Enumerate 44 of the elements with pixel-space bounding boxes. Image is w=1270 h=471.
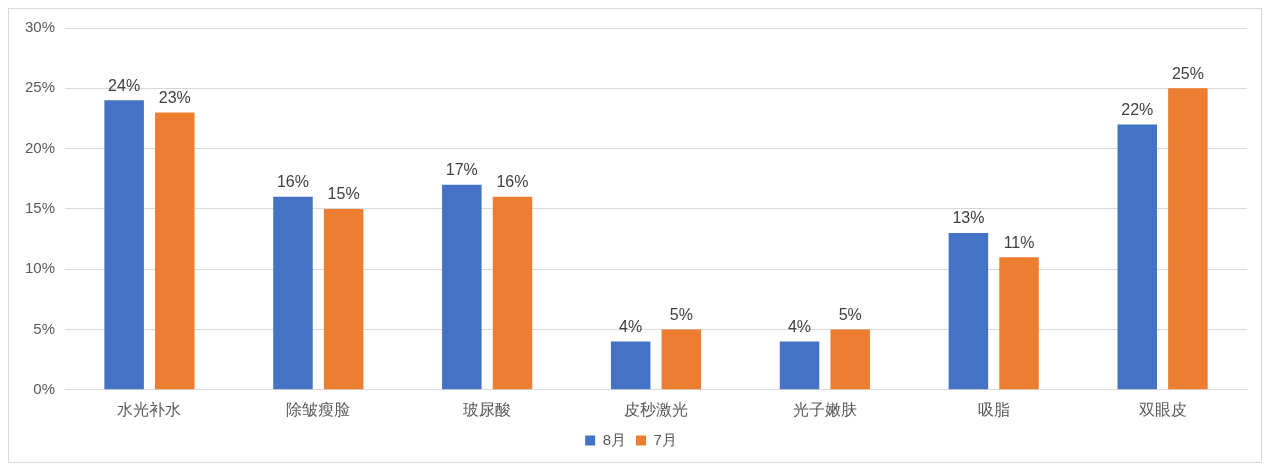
bar [104, 100, 144, 390]
data-label: 16% [276, 173, 309, 191]
x-tick-label: 皮秒激光 [624, 400, 689, 418]
bar [830, 329, 870, 390]
bar [1168, 88, 1208, 390]
y-tick-label: 10% [24, 259, 56, 277]
data-label: 23% [158, 88, 191, 106]
data-label: 4% [787, 317, 812, 335]
data-label: 24% [108, 76, 141, 94]
x-tick-label: 水光补水 [117, 400, 182, 418]
bar [155, 112, 195, 390]
bar [661, 329, 702, 390]
bar [999, 257, 1039, 390]
data-label: 5% [669, 305, 693, 323]
legend-label: 7月 [653, 430, 677, 448]
data-label: 11% [1003, 233, 1035, 251]
bar [779, 341, 820, 390]
y-tick-label: 20% [24, 138, 56, 156]
data-label: 25% [1171, 64, 1204, 82]
bar [442, 184, 482, 390]
y-tick-label: 25% [24, 78, 56, 96]
data-label: 16% [496, 173, 529, 191]
bar [323, 208, 364, 390]
y-tick-label: 15% [24, 199, 56, 217]
bar [610, 341, 651, 390]
x-tick-label: 玻尿酸 [463, 400, 512, 418]
legend-label: 8月 [602, 430, 626, 448]
data-label: 22% [1121, 100, 1154, 118]
x-tick-label: 除皱瘦脸 [286, 400, 351, 418]
data-label: 13% [952, 209, 985, 227]
x-tick-label: 双眼皮 [1138, 400, 1187, 418]
bar [948, 233, 989, 390]
data-label: 15% [327, 185, 360, 203]
bar [273, 196, 313, 390]
y-tick-label: 30% [24, 18, 56, 36]
bar [1117, 124, 1157, 390]
data-label: 4% [619, 317, 643, 335]
data-label: 17% [445, 161, 478, 179]
y-tick-label: 0% [33, 379, 56, 397]
data-label: 5% [838, 305, 862, 323]
bar [492, 196, 533, 390]
x-tick-label: 吸脂 [977, 400, 1010, 418]
y-tick-label: 5% [33, 319, 56, 337]
x-tick-label: 光子嫩肤 [792, 400, 857, 418]
